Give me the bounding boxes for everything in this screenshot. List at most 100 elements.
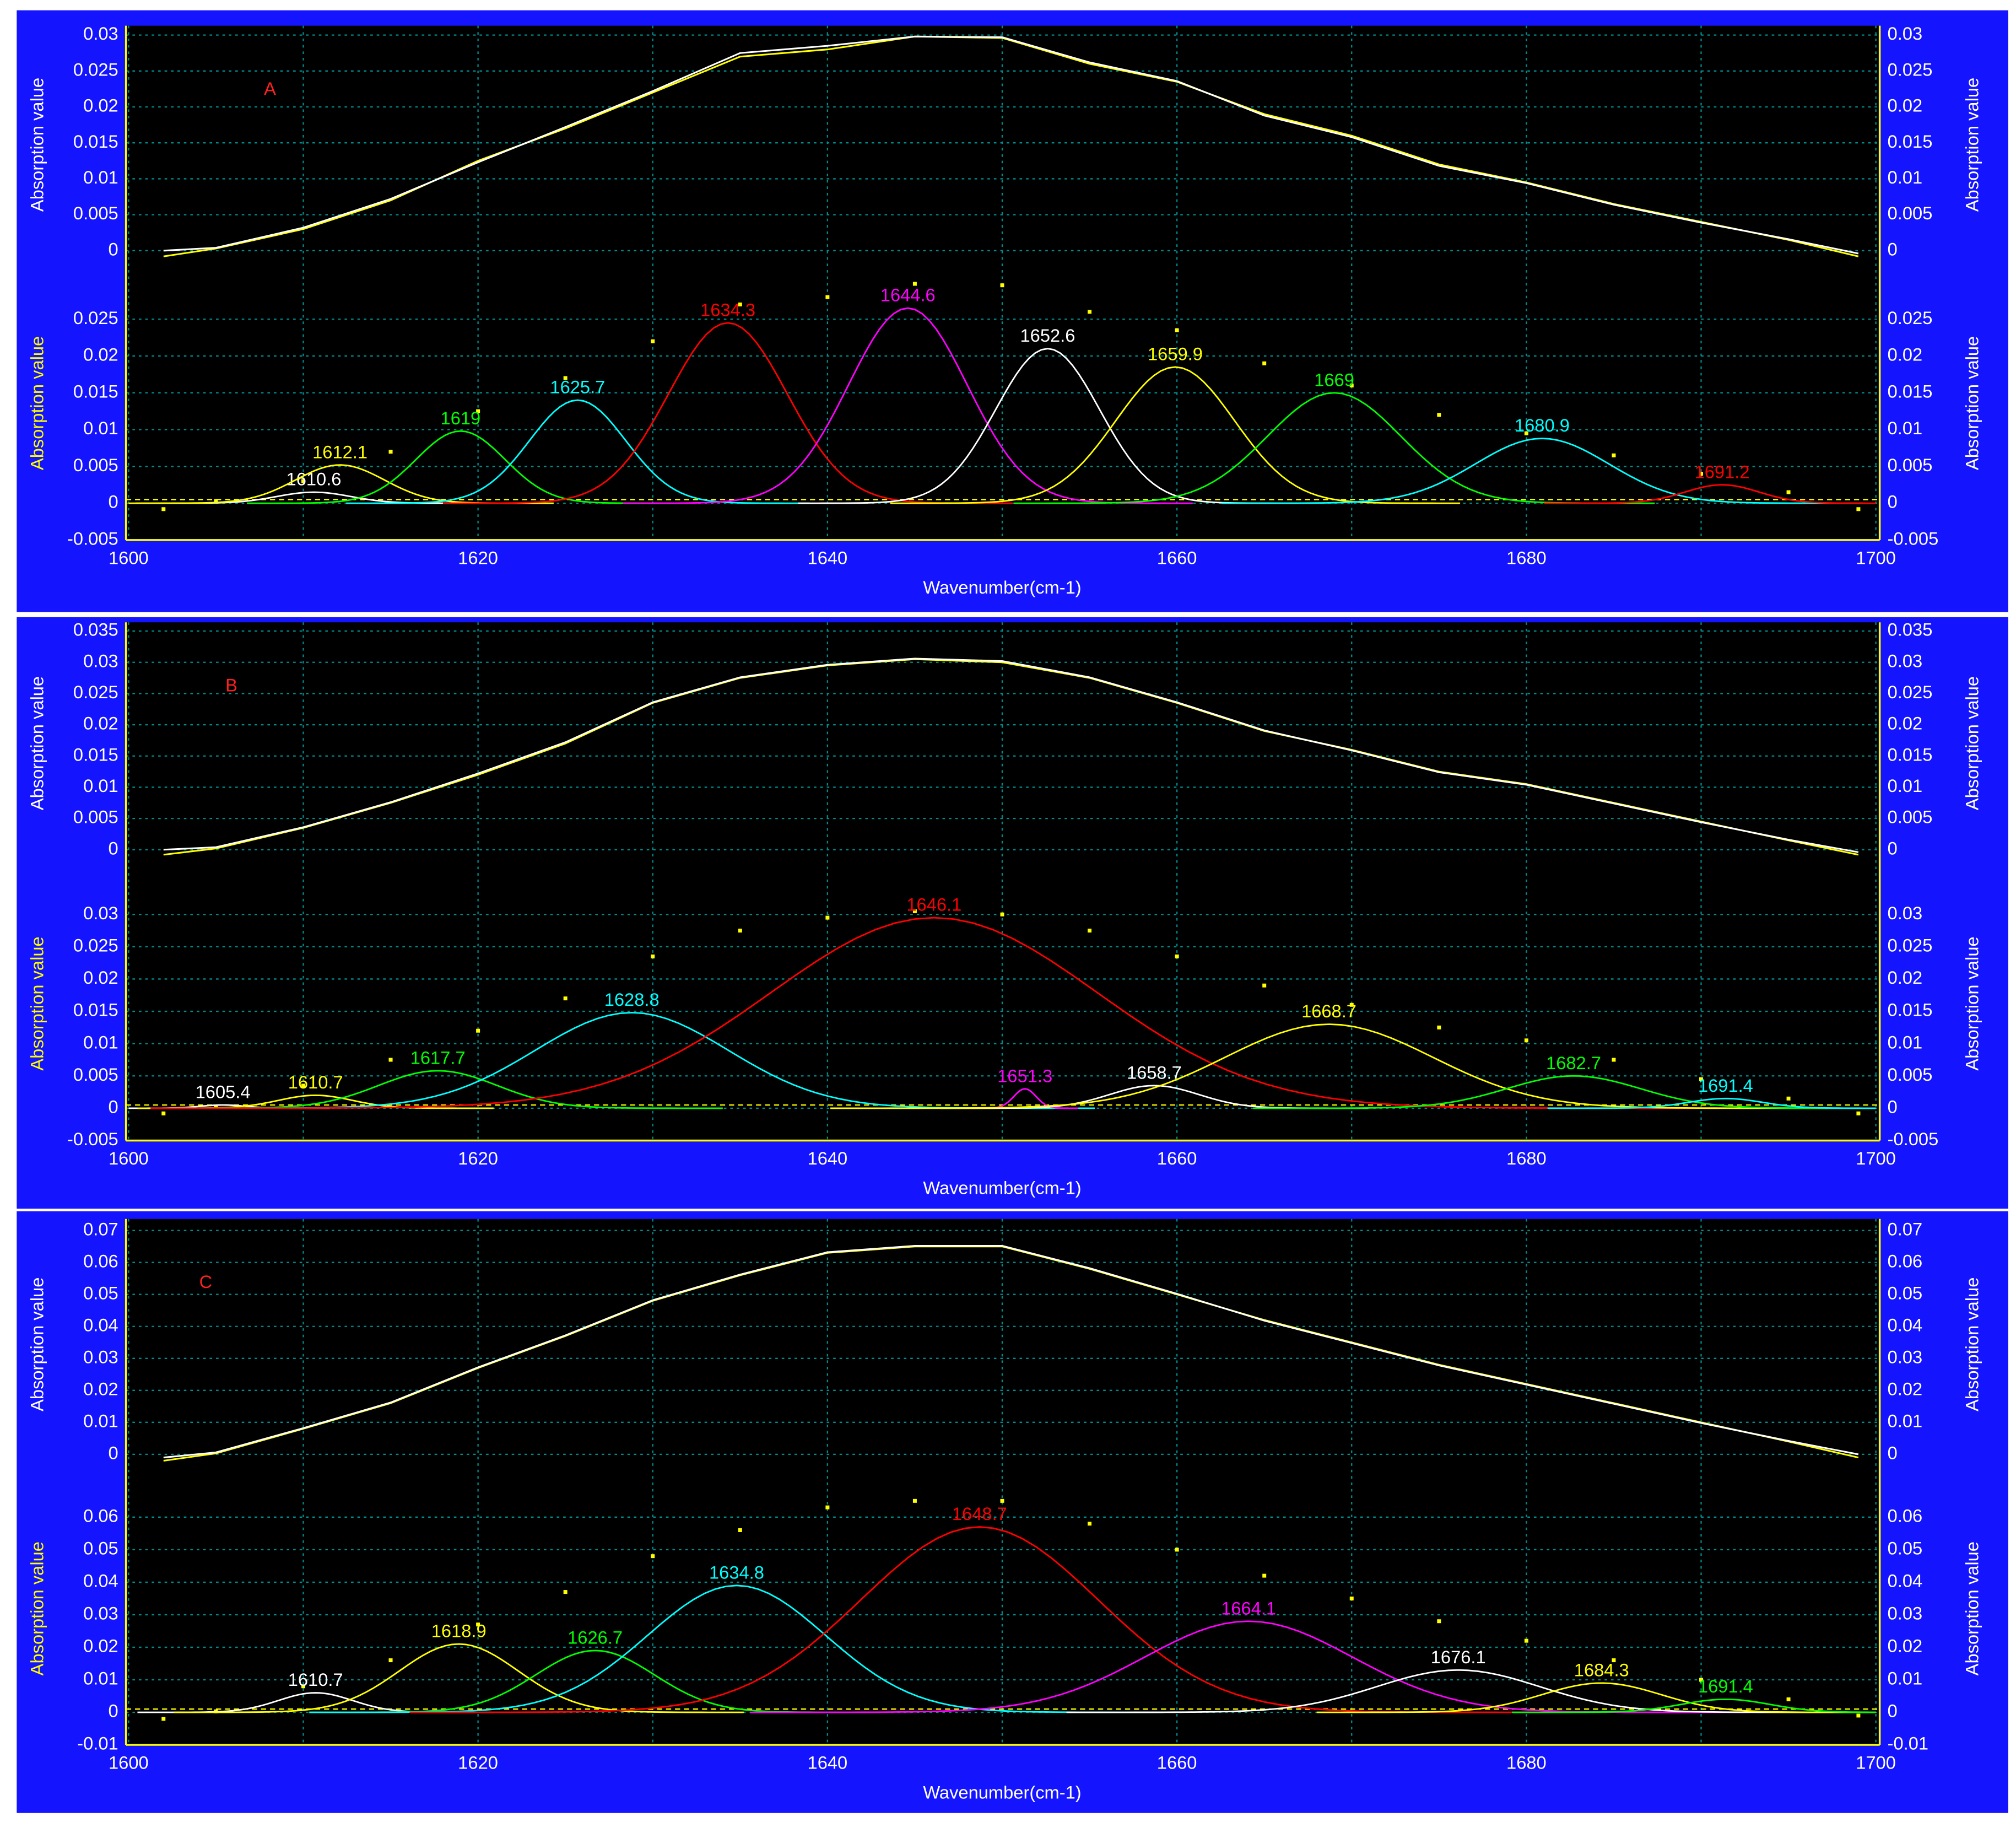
y-axis-title: Absorption value xyxy=(27,78,47,212)
y-tick-label-right: 0 xyxy=(1888,1443,1898,1463)
x-tick-label: 1680 xyxy=(1506,1753,1547,1773)
y-tick-label: 0.015 xyxy=(73,381,118,401)
y-tick-label-right: 0.01 xyxy=(1888,1032,1923,1052)
data-dot xyxy=(1699,1678,1704,1682)
peak-label: 1668.7 xyxy=(1301,1001,1356,1021)
peak-label: 1664.1 xyxy=(1221,1598,1276,1618)
x-tick-label: 1700 xyxy=(1856,548,1896,568)
peak-label: 1669 xyxy=(1314,369,1354,390)
component-peak xyxy=(247,430,674,504)
y-tick-label: 0.02 xyxy=(83,1636,118,1656)
y-tick-label: 0.03 xyxy=(83,903,118,923)
x-tick-label: 1700 xyxy=(1856,1148,1896,1168)
peak-label: 1610.7 xyxy=(288,1669,343,1690)
x-tick-label: 1680 xyxy=(1506,548,1547,568)
y-tick-label: 0.01 xyxy=(83,1032,118,1052)
data-dot xyxy=(161,1717,166,1721)
y-tick-label-right: 0 xyxy=(1888,1701,1898,1721)
data-dot xyxy=(825,915,830,920)
y-tick-label: 0 xyxy=(109,838,118,858)
data-dot xyxy=(214,499,218,503)
x-tick-label: 1660 xyxy=(1157,548,1197,568)
peak-label: 1682.7 xyxy=(1546,1053,1601,1073)
y-tick-label-right: 0.03 xyxy=(1888,1346,1923,1367)
y-tick-label: 0.07 xyxy=(83,1219,118,1239)
y-tick-label: 0.01 xyxy=(83,775,118,796)
data-dot xyxy=(1699,472,1704,476)
data-dot xyxy=(912,909,917,913)
x-tick-label: 1620 xyxy=(458,548,498,568)
y-tick-label: 0.03 xyxy=(83,23,118,44)
data-dot xyxy=(301,1684,305,1689)
peak-label: 1634.3 xyxy=(700,299,755,320)
data-dot xyxy=(476,409,480,413)
panel-label: A xyxy=(264,78,276,99)
y-tick-label-right: 0.01 xyxy=(1888,1668,1923,1689)
x-axis-title: Wavenumber(cm-1) xyxy=(923,577,1081,597)
y-tick-label: 0.005 xyxy=(73,807,118,827)
data-dot xyxy=(1524,1638,1528,1643)
data-dot xyxy=(1437,413,1441,417)
y-tick-label: 0.02 xyxy=(83,95,118,116)
x-tick-label: 1600 xyxy=(109,1148,149,1168)
data-dot xyxy=(476,1028,480,1033)
y-tick-label: 0.03 xyxy=(83,1346,118,1367)
y-tick-label-right: 0.05 xyxy=(1888,1282,1923,1303)
y-tick-label: 0.02 xyxy=(83,1378,118,1399)
peak-label: 1652.6 xyxy=(1020,325,1075,346)
peak-label: 1658.7 xyxy=(1127,1062,1182,1082)
y-tick-label: -0.005 xyxy=(67,1129,118,1149)
y-tick-label: 0 xyxy=(109,1096,118,1117)
y-tick-label: 0 xyxy=(109,1701,118,1721)
peak-label: 1680.9 xyxy=(1515,415,1570,435)
y-tick-label-right: 0.01 xyxy=(1888,775,1923,796)
peak-label: 1617.7 xyxy=(410,1048,466,1068)
y-tick-label-right: 0 xyxy=(1888,1096,1898,1117)
y-tick-label: 0 xyxy=(109,492,118,512)
data-dot xyxy=(1786,1096,1791,1101)
peak-label: 1651.3 xyxy=(997,1065,1052,1086)
component-peak xyxy=(798,348,1297,504)
y-tick-label-right: 0.005 xyxy=(1888,807,1933,827)
x-tick-label: 1660 xyxy=(1157,1753,1197,1773)
peak-label: 1605.4 xyxy=(196,1082,251,1102)
y-tick-label-right: 0.06 xyxy=(1888,1505,1923,1525)
y-tick-label-right: 0.035 xyxy=(1888,619,1933,640)
component-peak xyxy=(830,1023,1828,1109)
component-peak xyxy=(623,307,1193,504)
peak-label: 1684.3 xyxy=(1574,1659,1629,1680)
panel-label: B xyxy=(225,675,237,696)
data-dot xyxy=(1262,983,1267,988)
x-tick-label: 1640 xyxy=(808,1753,848,1773)
y-tick-label-right: 0.02 xyxy=(1888,344,1923,365)
y-tick-label: 0.005 xyxy=(73,1064,118,1085)
y-tick-label: 0.03 xyxy=(83,650,118,671)
y-axis-title-right: Absorption value xyxy=(1962,78,1982,212)
y-axis-title-right: Absorption value xyxy=(1962,676,1982,810)
component-peak xyxy=(409,1526,1550,1713)
y-tick-label: 0.025 xyxy=(73,935,118,955)
y-tick-label-right: 0 xyxy=(1888,838,1898,858)
y-axis-title-right: Absorption value xyxy=(1962,336,1982,470)
x-tick-label: 1680 xyxy=(1506,1148,1547,1168)
data-dot xyxy=(563,996,567,1001)
data-dot xyxy=(1088,310,1092,314)
data-dot xyxy=(1437,1025,1441,1029)
peak-label: 1676.1 xyxy=(1431,1647,1486,1667)
data-dot xyxy=(388,1658,393,1663)
data-dot xyxy=(912,1498,917,1503)
y-tick-label-right: 0.04 xyxy=(1888,1314,1923,1335)
data-dot xyxy=(651,1554,655,1559)
y-tick-label-right: 0.015 xyxy=(1888,744,1933,764)
y-tick-label-right: 0.015 xyxy=(1888,131,1933,152)
data-dot xyxy=(738,1528,742,1532)
y-tick-label: 0.01 xyxy=(83,418,118,438)
y-tick-label: 0.04 xyxy=(83,1571,118,1591)
peak-label: 1648.7 xyxy=(952,1503,1007,1524)
y-tick-label-right: 0 xyxy=(1888,239,1898,259)
y-tick-label: 0.02 xyxy=(83,344,118,365)
data-dot xyxy=(1000,283,1004,288)
y-tick-label: 0.05 xyxy=(83,1282,118,1303)
y-tick-label-right: 0.005 xyxy=(1888,203,1933,223)
y-tick-label: 0.025 xyxy=(73,59,118,79)
